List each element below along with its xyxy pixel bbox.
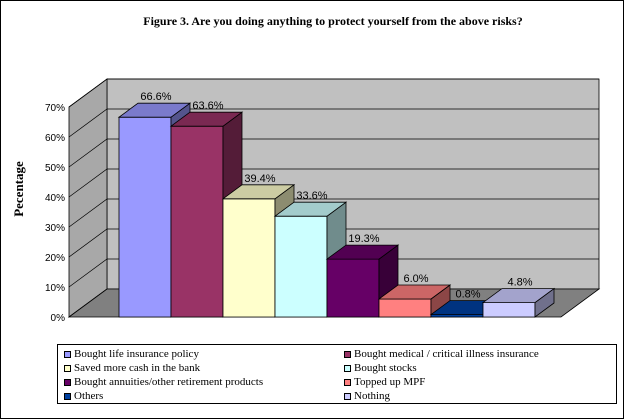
bar-front	[378, 298, 432, 318]
bar-front	[326, 258, 380, 318]
bar	[481, 287, 556, 318]
y-tick-label: 40%	[45, 193, 65, 204]
y-tick-label: 0%	[51, 313, 66, 324]
gridline	[68, 198, 599, 228]
data-label: 0.8%	[455, 289, 480, 301]
legend-swatch	[64, 364, 71, 372]
legend-item: Nothing	[344, 389, 390, 403]
data-label: 63.6%	[192, 100, 223, 112]
legend-item: Bought medical / critical illness insura…	[344, 347, 539, 361]
gridlines	[68, 78, 599, 288]
bar	[377, 284, 452, 318]
legend-item: Topped up MPF	[344, 375, 425, 389]
data-label: 39.4%	[244, 173, 275, 185]
legend-label: Bought medical / critical illness insura…	[354, 348, 539, 360]
gridline	[68, 258, 599, 288]
legend: Bought life insurance policy Bought medic…	[57, 344, 617, 404]
legend-label: Saved more cash in the bank	[74, 362, 201, 374]
bar-front	[482, 302, 536, 318]
y-tick-label: 70%	[45, 103, 65, 114]
y-tick-label: 20%	[45, 253, 65, 264]
legend-item: Bought annuities/other retirement produc…	[64, 375, 263, 389]
chart-title: Figure 3. Are you doing anything to prot…	[143, 14, 522, 28]
legend-swatch	[64, 378, 71, 386]
legend-swatch	[344, 378, 351, 386]
data-label: 6.0%	[403, 273, 428, 285]
legend-swatch	[344, 350, 351, 358]
legend-item: Bought life insurance policy	[64, 347, 199, 361]
bar-top	[117, 102, 192, 118]
data-label: 66.6%	[140, 91, 171, 103]
legend-item: Bought stocks	[344, 361, 417, 375]
gridline	[68, 168, 599, 198]
bar-front	[118, 116, 172, 318]
legend-label: Topped up MPF	[354, 376, 426, 388]
legend-swatch	[64, 350, 71, 358]
bar-top	[325, 244, 400, 260]
side-wall	[68, 78, 108, 318]
legend-item: Others	[64, 389, 103, 403]
bar	[325, 244, 400, 318]
bar-top	[169, 111, 244, 127]
gridline	[68, 108, 599, 138]
legend-swatch	[344, 392, 351, 400]
data-label: 4.8%	[507, 277, 532, 289]
bars	[117, 102, 556, 318]
bar-top	[377, 284, 452, 300]
data-label: 33.6%	[296, 190, 327, 202]
legend-label: Bought life insurance policy	[74, 348, 199, 360]
bar-top	[273, 201, 348, 217]
bar-front	[170, 125, 224, 318]
legend-label: Others	[74, 390, 104, 402]
bar-front	[222, 198, 276, 318]
bar-top	[481, 288, 556, 304]
data-labels: 66.6% 63.6% 39.4% 33.6% 19.3% 6.0% 0.8% 4.8%	[140, 91, 532, 300]
legend-item: Saved more cash in the bank	[64, 361, 200, 375]
y-axis-ticks: 0% 10% 20% 30% 40% 50% 60% 70%	[45, 103, 65, 324]
gridline	[68, 228, 599, 258]
legend-swatch	[344, 364, 351, 372]
legend-label: Nothing	[354, 390, 391, 402]
bar-front	[274, 215, 328, 318]
bar-top	[221, 184, 296, 200]
y-tick-label: 50%	[45, 163, 65, 174]
gridline	[68, 78, 599, 108]
legend-swatch	[64, 392, 71, 400]
y-tick-label: 60%	[45, 133, 65, 144]
y-axis-label: Pecentage	[11, 161, 26, 217]
y-tick-label: 10%	[45, 283, 65, 294]
data-label: 19.3%	[348, 233, 379, 245]
y-tick-label: 30%	[45, 223, 65, 234]
legend-label: Bought stocks	[354, 362, 417, 374]
legend-label: Bought annuities/other retirement produc…	[74, 376, 264, 388]
gridline	[68, 138, 599, 168]
